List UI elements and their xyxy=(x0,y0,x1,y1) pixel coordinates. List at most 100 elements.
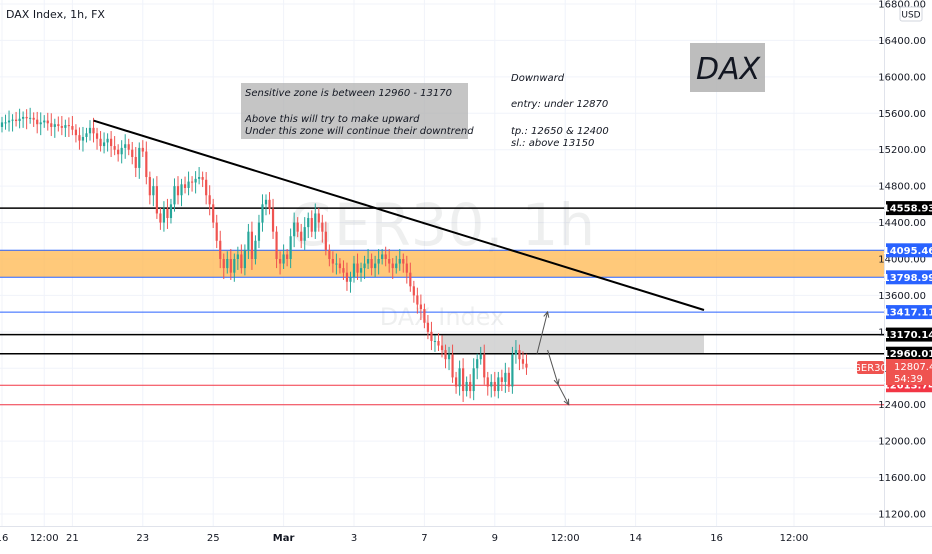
candle-body xyxy=(395,263,398,269)
arrow-line[interactable] xyxy=(557,384,570,405)
candle-body xyxy=(25,116,28,119)
candle-body xyxy=(46,120,49,124)
candle-body xyxy=(222,259,225,269)
zone xyxy=(0,250,884,278)
candle-body xyxy=(173,186,176,205)
level-label-box xyxy=(886,270,932,285)
candle-body xyxy=(388,259,391,264)
level-label: 13798.99 xyxy=(883,273,932,284)
candle-body xyxy=(117,149,120,155)
watermark-symbol: GER30, 1h xyxy=(289,191,595,259)
y-tick-label: 15200.00 xyxy=(878,145,926,156)
trendline[interactable] xyxy=(93,119,705,311)
candle-body xyxy=(14,119,18,122)
candle-body xyxy=(187,181,190,188)
arrow-line[interactable] xyxy=(536,311,549,354)
sensitive-zone-line-1: Sensitive zone is between 12960 - 13170 xyxy=(245,88,452,99)
y-tick-label: 14800.00 xyxy=(878,182,926,193)
candle-body xyxy=(349,277,352,282)
candle-body xyxy=(18,118,21,122)
x-axis-ticks[interactable]: 16 12:00 21 23 25 Mar 3 7 9 12:00 14 16 12:00 xyxy=(0,533,808,544)
level-label: 14095.46 xyxy=(883,246,932,257)
candle-body xyxy=(32,117,35,120)
x-tick-label: 14 xyxy=(629,533,642,544)
candle-body xyxy=(472,368,475,392)
candle-body xyxy=(254,240,257,259)
y-tick-label: 12000.00 xyxy=(878,437,926,448)
candle-body xyxy=(374,263,377,269)
candle-body xyxy=(398,259,401,264)
y-tick-label: 12400.00 xyxy=(878,400,926,411)
zones xyxy=(0,250,884,354)
candle-body xyxy=(342,268,345,273)
candle-body xyxy=(462,368,465,392)
sensitive-zone-box[interactable] xyxy=(241,83,468,139)
y-axis-ticks[interactable]: 16800.00 16400.00 16000.00 15600.00 15200.00… xyxy=(878,0,926,521)
candle-body xyxy=(11,119,14,121)
x-tick-label: 7 xyxy=(421,533,427,544)
price-tag-price: 12807.48 xyxy=(894,362,932,373)
candle-body xyxy=(138,147,141,168)
level-label-box xyxy=(886,346,932,361)
candle-body xyxy=(444,350,447,360)
horizontal-levels xyxy=(0,207,884,406)
y-tick-label: 13600.00 xyxy=(878,291,926,302)
candle-body xyxy=(521,359,525,364)
candle-body xyxy=(426,322,430,332)
candle-body xyxy=(479,354,482,360)
candle-body xyxy=(81,136,85,141)
candle-body xyxy=(465,381,468,392)
y-tick-label: 16000.00 xyxy=(878,72,926,83)
candle-body xyxy=(78,135,81,141)
dax-label-box[interactable] xyxy=(690,43,765,92)
sensitive-zone-line-3: Above this will try to make upward xyxy=(244,114,420,125)
x-tick-label: 25 xyxy=(207,533,220,544)
candle-body xyxy=(405,263,408,273)
candle-body xyxy=(366,259,370,264)
level-label-box xyxy=(886,327,932,342)
y-tick-label: 11200.00 xyxy=(878,510,926,521)
candle-body xyxy=(433,340,437,342)
candle-body xyxy=(50,123,53,127)
candle-body xyxy=(324,231,327,250)
candles xyxy=(0,107,528,402)
candle-body xyxy=(352,263,356,278)
arrow-line[interactable] xyxy=(547,349,559,385)
currency-badge[interactable] xyxy=(899,6,923,22)
y-tick-label: 11600.00 xyxy=(878,473,926,484)
candle-body xyxy=(497,377,500,392)
candle-body xyxy=(317,213,320,223)
candle-body xyxy=(335,263,338,265)
trade-plan-line-6: sl.: above 13150 xyxy=(511,138,594,149)
candle-body xyxy=(131,149,134,157)
price-tag-box xyxy=(886,359,932,385)
candle-body xyxy=(212,204,215,223)
candle-body xyxy=(226,259,229,269)
candle-body xyxy=(205,179,208,196)
chart-title: DAX Index, 1h, FX xyxy=(6,8,105,21)
arrow-head xyxy=(563,398,570,406)
level-label: 14558.93 xyxy=(883,204,932,215)
level-label-box xyxy=(886,243,932,258)
candle-body xyxy=(458,368,461,387)
candle-body xyxy=(92,127,95,134)
candle-body xyxy=(296,222,299,232)
annotations: Sensitive zone is between 12960 - 13170 … xyxy=(241,43,765,149)
price-tag-symbol-box xyxy=(857,361,884,374)
candle-body xyxy=(307,218,310,228)
candle-body xyxy=(113,146,116,150)
candle-body xyxy=(483,354,486,378)
axes xyxy=(0,0,932,527)
candle-body xyxy=(514,350,518,355)
candle-body xyxy=(377,259,380,264)
dax-label: DAX xyxy=(696,52,762,87)
candle-body xyxy=(321,222,324,232)
candle-body xyxy=(437,340,440,346)
candle-body xyxy=(469,381,472,392)
candle-body xyxy=(110,138,113,147)
candle-body xyxy=(53,124,56,127)
candle-body xyxy=(124,144,127,148)
candle-body xyxy=(257,222,261,241)
